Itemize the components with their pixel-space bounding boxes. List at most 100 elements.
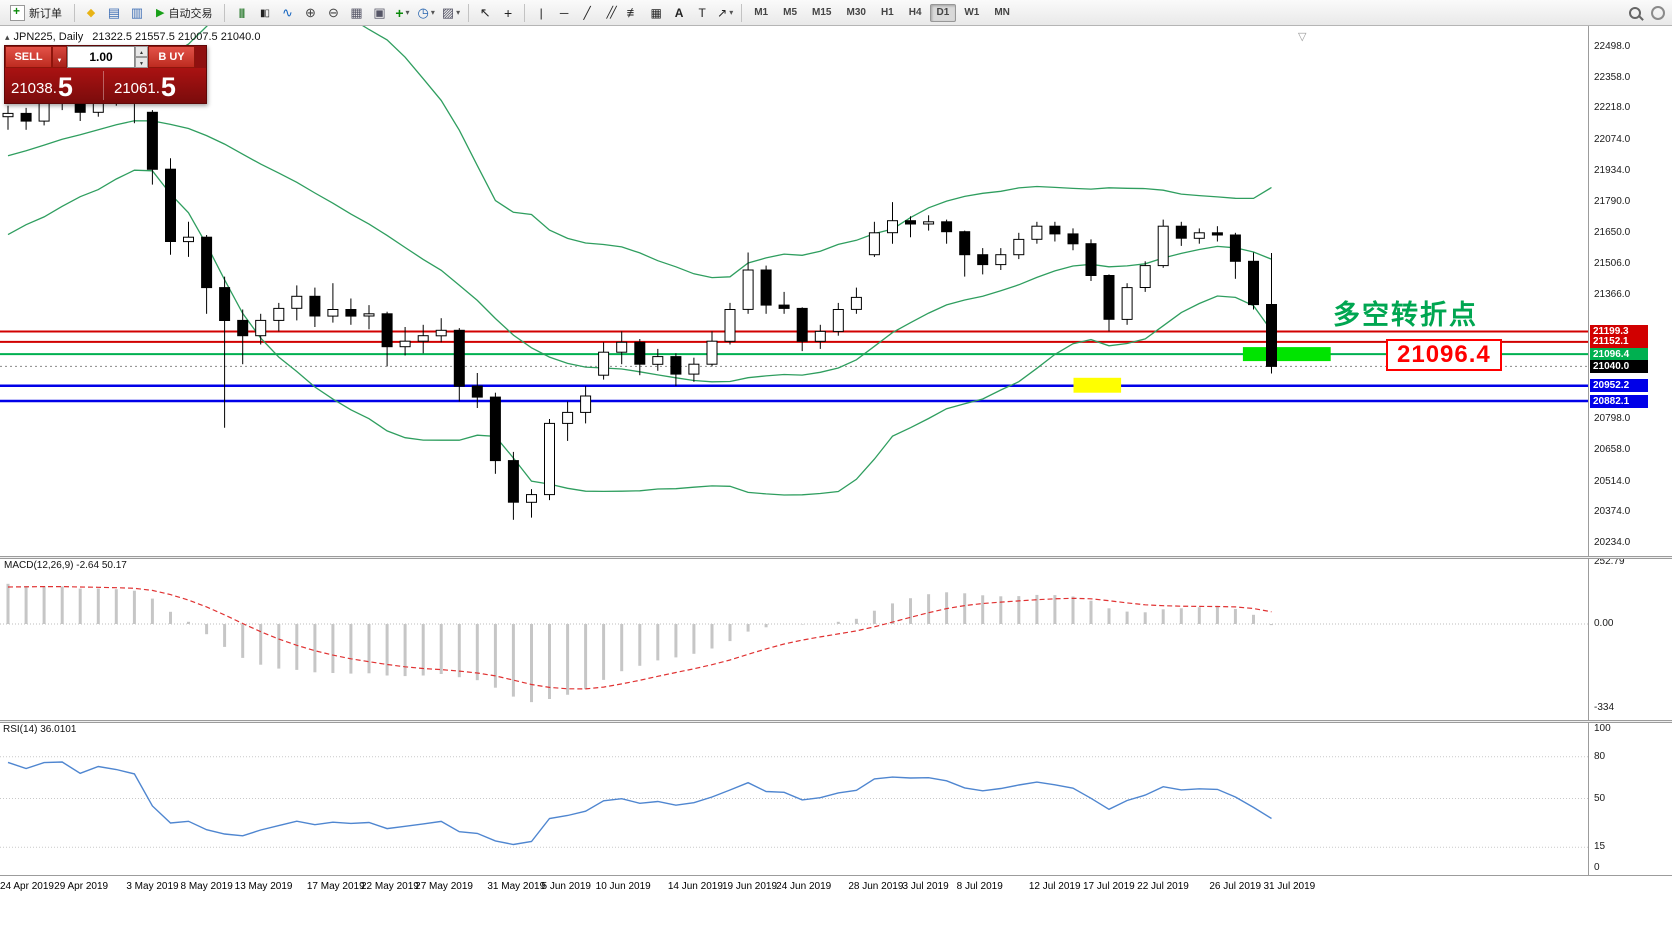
tile-windows-button[interactable] — [345, 2, 367, 23]
timeframe-m30-button[interactable]: M30 — [839, 4, 872, 22]
periods-clock-icon — [417, 6, 428, 19]
cascade-windows-button[interactable] — [368, 2, 390, 23]
vertical-line-icon — [540, 7, 543, 19]
price-tag[interactable]: 21096.4 — [1590, 347, 1648, 361]
cascade-windows-icon — [373, 6, 385, 19]
chart-header: JPN225, Daily 21322.5 21557.5 21007.5 210… — [5, 31, 260, 43]
text-label-button[interactable] — [691, 2, 713, 23]
time-axis-label: 19 Jun 2019 — [722, 881, 778, 892]
time-axis-label: 10 Jun 2019 — [595, 881, 651, 892]
new-order-button[interactable]: 新订单 — [3, 2, 69, 23]
volume-decrease-button[interactable] — [135, 57, 148, 68]
market-watch-button[interactable] — [103, 2, 125, 23]
buy-price-big-digit: 5 — [160, 72, 176, 102]
price-tag[interactable]: 20952.2 — [1590, 379, 1648, 393]
shapes-button[interactable] — [645, 2, 667, 23]
auto-trading-button[interactable]: 自动交易 — [149, 2, 219, 23]
candle-chart-button[interactable] — [253, 2, 275, 23]
volume-increase-button[interactable] — [135, 46, 148, 57]
new-order-label: 新订单 — [29, 7, 62, 20]
price-axis: 22498.0 22358.0 22218.0 22074.0 21934.0 21790… — [1588, 26, 1672, 875]
price-axis-label: 20798.0 — [1594, 413, 1631, 425]
favorites-button[interactable] — [80, 2, 102, 23]
time-axis: 24 Apr 2019 29 Apr 2019 3 May 2019 8 May 20… — [0, 875, 1672, 899]
arrows-button[interactable] — [714, 2, 736, 23]
price-tag[interactable]: 20882.1 — [1590, 394, 1648, 408]
periods-button[interactable] — [414, 2, 437, 23]
panel-separator[interactable] — [0, 556, 1672, 559]
timeframe-d1-button[interactable]: D1 — [929, 3, 957, 22]
buy-price-display[interactable]: 21061. 5 — [104, 68, 206, 103]
macd-axis-label: 252.79 — [1594, 556, 1625, 567]
toolbar-separator — [524, 3, 526, 22]
price-tag[interactable]: 21040.0 — [1590, 359, 1648, 373]
volume-input[interactable] — [67, 46, 135, 68]
buy-button[interactable]: B UY — [148, 46, 195, 68]
time-axis-label: 29 Apr 2019 — [54, 881, 109, 892]
crosshair-icon — [504, 6, 512, 20]
scroll-to-end-icon[interactable] — [1298, 27, 1306, 45]
line-chart-button[interactable] — [276, 2, 298, 23]
zoom-out-button[interactable] — [322, 2, 344, 23]
timeframe-h4-button[interactable]: H4 — [902, 4, 929, 22]
help-circle-icon — [1651, 5, 1665, 20]
channel-icon — [607, 6, 614, 19]
cursor-button[interactable] — [474, 2, 496, 23]
add-indicator-icon — [395, 6, 403, 20]
fibonacci-button[interactable] — [622, 2, 644, 23]
auto-trading-label: 自动交易 — [168, 7, 213, 20]
timeframe-m1-button[interactable]: M1 — [747, 4, 775, 22]
horizontal-line-button[interactable] — [553, 2, 575, 23]
price-axis-label: 20374.0 — [1594, 506, 1631, 518]
price-tag[interactable]: 21199.3 — [1590, 325, 1648, 339]
trendline-button[interactable] — [576, 2, 598, 23]
quick-help-button[interactable] — [1647, 2, 1669, 23]
crosshair-button[interactable] — [497, 2, 519, 23]
templates-button[interactable] — [439, 2, 463, 23]
time-axis-label: 3 Jul 2019 — [902, 881, 949, 892]
macd-axis-label: -334 — [1594, 701, 1615, 713]
text-icon — [675, 7, 684, 19]
tile-windows-icon — [350, 6, 362, 19]
add-indicator-button[interactable] — [391, 2, 413, 23]
price-axis-label: 20234.0 — [1594, 537, 1631, 548]
order-type-dropdown[interactable] — [52, 46, 67, 68]
vertical-line-button[interactable] — [530, 2, 552, 23]
sell-button[interactable]: SELL — [5, 46, 52, 68]
timeframe-mn-button[interactable]: MN — [987, 4, 1017, 22]
price-callout-label[interactable]: 21096.4 — [1386, 339, 1502, 371]
price-axis-label: 22498.0 — [1594, 41, 1631, 52]
macd-panel-canvas[interactable] — [0, 559, 1588, 720]
timeframe-m15-button[interactable]: M15 — [805, 4, 838, 22]
channel-button[interactable] — [599, 2, 621, 23]
bar-chart-button[interactable] — [230, 2, 252, 23]
zoom-in-button[interactable] — [299, 2, 321, 23]
main-chart-canvas[interactable] — [0, 26, 1588, 556]
shapes-icon — [650, 7, 661, 19]
text-button[interactable] — [668, 2, 690, 23]
price-axis-label: 22358.0 — [1594, 71, 1631, 83]
bar-chart-icon — [239, 6, 244, 19]
timeframe-m5-button[interactable]: M5 — [776, 4, 804, 22]
price-axis-label: 21366.0 — [1594, 289, 1631, 300]
sell-price-display[interactable]: 21038. 5 — [5, 68, 103, 103]
turning-point-annotation[interactable]: 多空转折点 — [1333, 300, 1478, 330]
price-axis-label: 22218.0 — [1594, 102, 1631, 114]
rsi-panel-canvas[interactable] — [0, 723, 1588, 875]
timeframe-h1-button[interactable]: H1 — [874, 4, 901, 22]
panel-separator[interactable] — [0, 720, 1672, 723]
price-tag[interactable]: 21152.1 — [1590, 335, 1648, 349]
search-magnifier-icon — [1629, 6, 1641, 19]
one-click-collapse-icon[interactable] — [5, 31, 14, 43]
time-axis-label: 27 May 2019 — [415, 881, 473, 892]
toolbar-separator — [74, 3, 75, 22]
search-button[interactable] — [1624, 2, 1646, 23]
market-watch-icon — [108, 6, 120, 19]
candle-chart-icon — [260, 6, 269, 19]
one-click-trading-panel: SELL B UY 21038. 5 21061. 5 — [4, 45, 207, 104]
data-window-button[interactable] — [126, 2, 148, 23]
price-axis-label: 21934.0 — [1594, 164, 1631, 176]
timeframe-w1-button[interactable]: W1 — [957, 4, 986, 22]
rsi-axis-label: 100 — [1594, 723, 1611, 734]
